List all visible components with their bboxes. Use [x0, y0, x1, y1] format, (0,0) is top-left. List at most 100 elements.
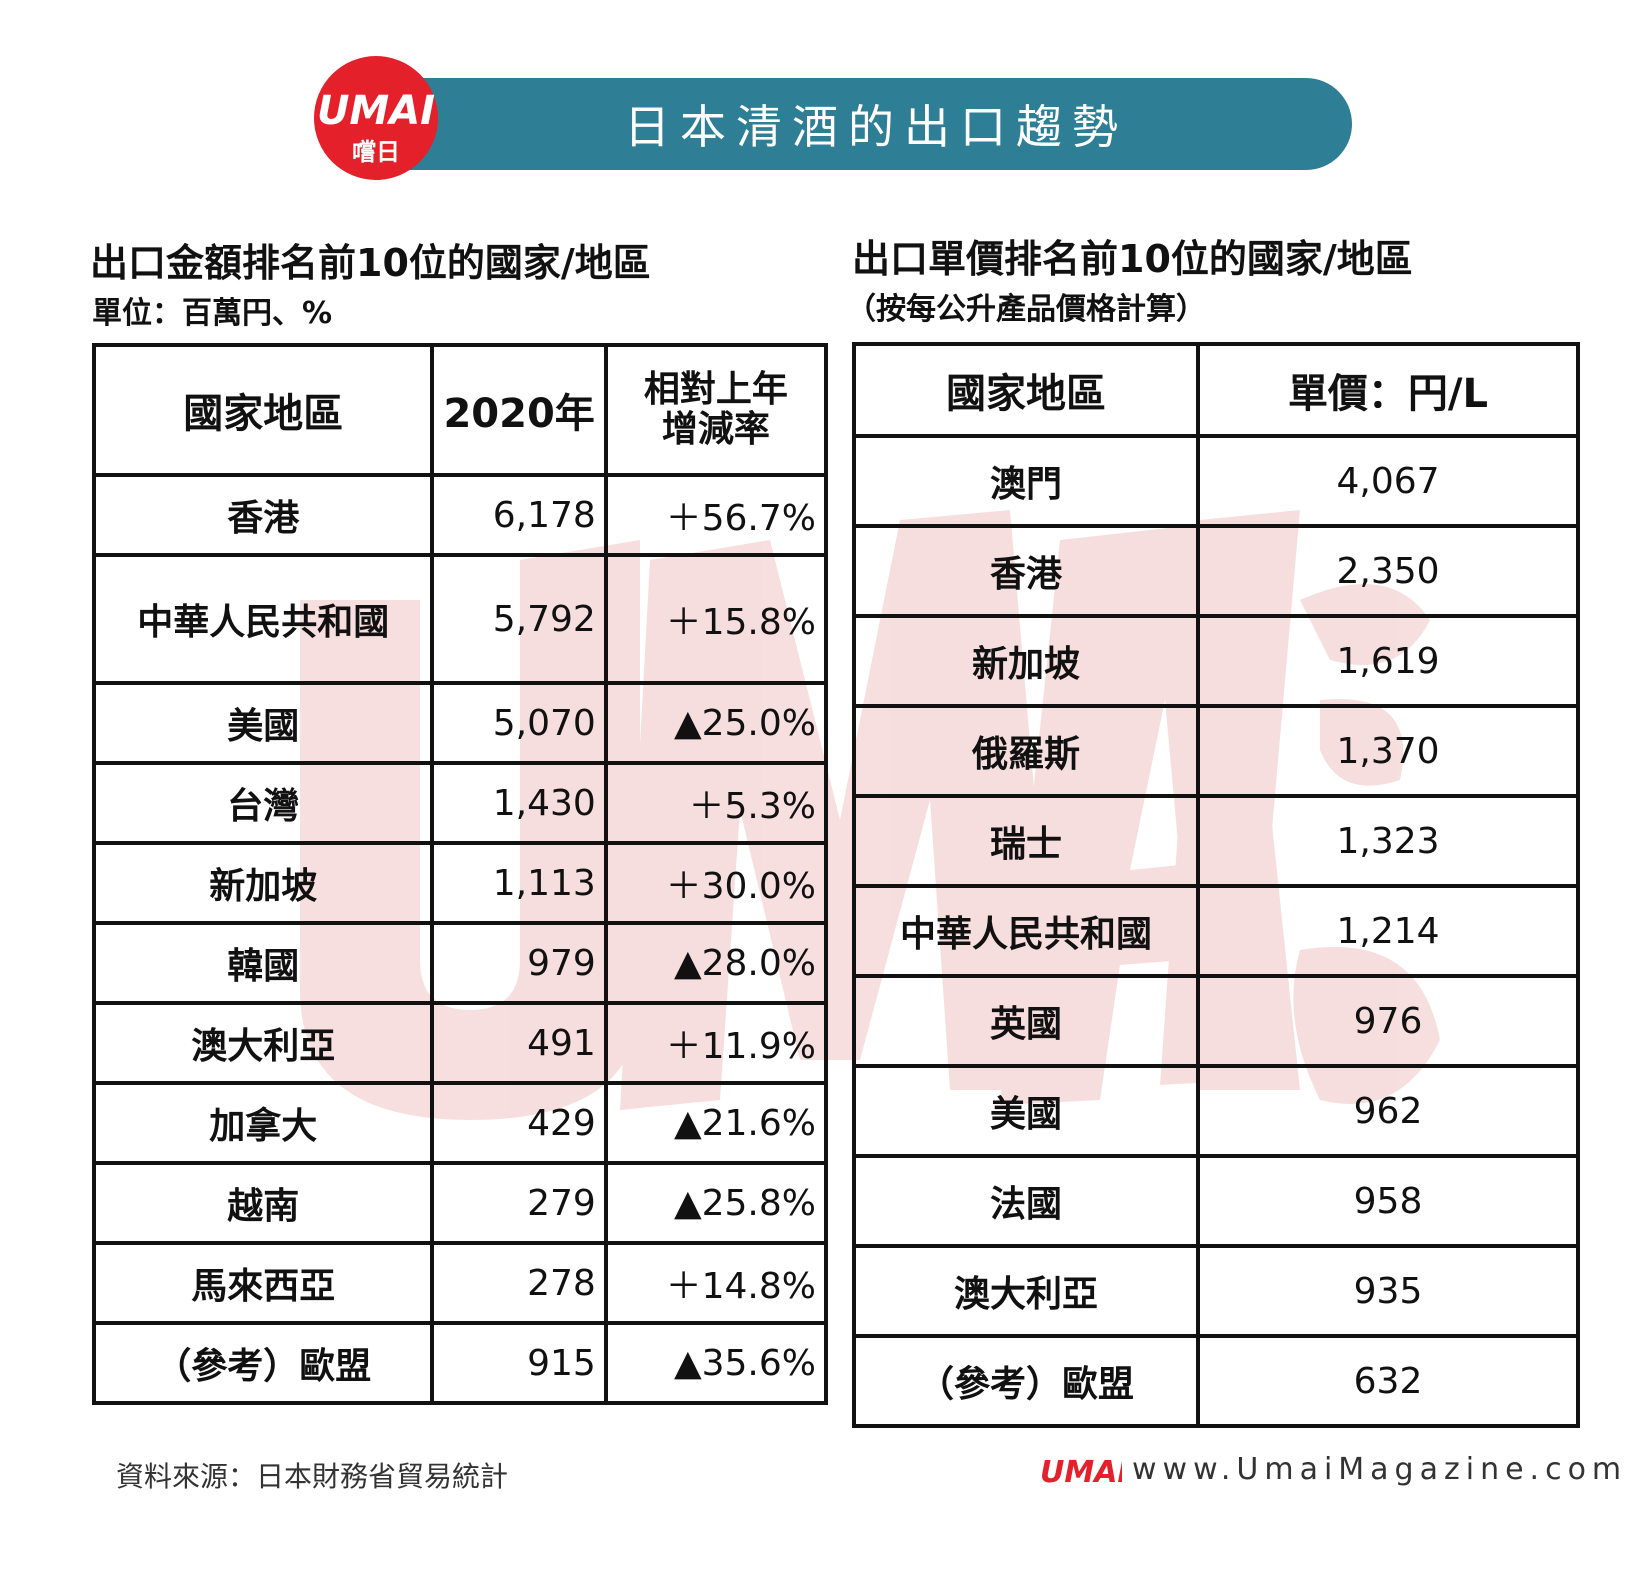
- banner-bar: [400, 78, 1352, 170]
- table-row: 香港 2,350: [852, 524, 1580, 618]
- row-price: 1,619: [1196, 614, 1580, 708]
- row-region: 俄羅斯: [852, 704, 1200, 798]
- row-region: 馬來西亞: [91, 1241, 435, 1325]
- umai-logo: UMAI 嚐日: [314, 56, 438, 180]
- row-price: 1,323: [1196, 794, 1580, 888]
- row-change: ＋14.8%: [603, 1241, 829, 1325]
- banner-title: 日本清酒的出口趨勢: [624, 100, 1128, 154]
- table-row: 新加坡 1,113 ＋30.0%: [91, 841, 829, 925]
- row-region: （參考）歐盟: [852, 1334, 1200, 1428]
- row-change: ▲28.0%: [603, 921, 829, 1005]
- row-value: 5,792: [430, 553, 608, 685]
- right-table-title: 出口單價排名前10位的國家/地區: [852, 237, 1413, 281]
- row-value: 5,070: [430, 681, 608, 765]
- table-row: 法國 958: [852, 1154, 1580, 1248]
- row-change: ▲25.0%: [603, 681, 829, 765]
- footer-logo-brand: UMAI: [1040, 1455, 1122, 1490]
- header-year: 2020年: [430, 343, 608, 477]
- logo-sub: 嚐日: [352, 138, 400, 166]
- table-row: 澳門 4,067: [852, 434, 1580, 528]
- row-region: 澳大利亞: [852, 1244, 1200, 1338]
- row-region: 加拿大: [91, 1081, 435, 1165]
- table-row: 澳大利亞 935: [852, 1244, 1580, 1338]
- row-change: ＋11.9%: [603, 1001, 829, 1085]
- header-change: 相對上年 增減率: [603, 343, 829, 477]
- header-change-line2: 增減率: [661, 409, 770, 450]
- row-region: 新加坡: [91, 841, 435, 925]
- row-price: 2,350: [1196, 524, 1580, 618]
- export-value-table: 國家地區 2020年 相對上年 增減率 香港 6,178 ＋56.7% 中華人民共和…: [91, 343, 829, 1405]
- table-row: 英國 976: [852, 974, 1580, 1068]
- row-change: ＋5.3%: [603, 761, 829, 845]
- left-table-title: 出口金額排名前10位的國家/地區: [90, 241, 651, 285]
- row-price: 958: [1196, 1154, 1580, 1248]
- row-region: 香港: [852, 524, 1200, 618]
- table-row: 美國 5,070 ▲25.0%: [91, 681, 829, 765]
- table-row: 中華人民共和國 5,792 ＋15.8%: [91, 553, 829, 685]
- footer-umai-logo: UMAI: [1040, 1455, 1122, 1490]
- row-price: 632: [1196, 1334, 1580, 1428]
- row-price: 1,370: [1196, 704, 1580, 798]
- row-change: ＋15.8%: [603, 553, 829, 685]
- right-table-subtitle: （按每公升產品價格計算）: [846, 292, 1206, 327]
- row-value: 1,113: [430, 841, 608, 925]
- table-row: 澳大利亞 491 ＋11.9%: [91, 1001, 829, 1085]
- table-row: 加拿大 429 ▲21.6%: [91, 1081, 829, 1165]
- row-value: 6,178: [430, 473, 608, 557]
- row-value: 278: [430, 1241, 608, 1325]
- row-region: 英國: [852, 974, 1200, 1068]
- table-row: 中華人民共和國 1,214: [852, 884, 1580, 978]
- table-header-row: 國家地區 2020年 相對上年 增減率: [91, 343, 829, 477]
- left-table-subtitle: 單位：百萬円、%: [92, 296, 333, 331]
- row-value: 1,430: [430, 761, 608, 845]
- website-link[interactable]: www.UmaiMagazine.com: [1132, 1452, 1628, 1487]
- row-price: 962: [1196, 1064, 1580, 1158]
- data-source: 資料來源：日本財務省貿易統計: [116, 1460, 509, 1493]
- table-row: 韓國 979 ▲28.0%: [91, 921, 829, 1005]
- table-row: 越南 279 ▲25.8%: [91, 1161, 829, 1245]
- row-change: ＋56.7%: [603, 473, 829, 557]
- row-price: 4,067: [1196, 434, 1580, 528]
- table-row: 馬來西亞 278 ＋14.8%: [91, 1241, 829, 1325]
- row-region: 台灣: [91, 761, 435, 845]
- table-row: 俄羅斯 1,370: [852, 704, 1580, 798]
- header-region: 國家地區: [852, 342, 1200, 438]
- row-value: 915: [430, 1321, 608, 1405]
- row-change: ▲35.6%: [603, 1321, 829, 1405]
- row-region: 越南: [91, 1161, 435, 1245]
- row-price: 935: [1196, 1244, 1580, 1338]
- row-region: 美國: [852, 1064, 1200, 1158]
- row-change: ▲25.8%: [603, 1161, 829, 1245]
- row-region: 澳門: [852, 434, 1200, 528]
- table-row: 香港 6,178 ＋56.7%: [91, 473, 829, 557]
- row-region: 美國: [91, 681, 435, 765]
- table-row: 新加坡 1,619: [852, 614, 1580, 708]
- row-region: 新加坡: [852, 614, 1200, 708]
- row-value: 979: [430, 921, 608, 1005]
- header-price: 單價：円/L: [1196, 342, 1580, 438]
- row-price: 976: [1196, 974, 1580, 1068]
- table-row: （參考）歐盟 915 ▲35.6%: [91, 1321, 829, 1405]
- unit-price-table: 國家地區 單價：円/L 澳門 4,067 香港 2,350 新加坡 1,619 俄羅斯…: [852, 342, 1580, 1428]
- row-value: 279: [430, 1161, 608, 1245]
- row-region: 中華人民共和國: [91, 553, 435, 685]
- row-region: 香港: [91, 473, 435, 557]
- table-row: 瑞士 1,323: [852, 794, 1580, 888]
- row-region: 法國: [852, 1154, 1200, 1248]
- table-row: 美國 962: [852, 1064, 1580, 1158]
- row-region: 韓國: [91, 921, 435, 1005]
- row-region: 澳大利亞: [91, 1001, 435, 1085]
- logo-brand: UMAI: [317, 88, 435, 134]
- row-region: 中華人民共和國: [852, 884, 1200, 978]
- row-value: 491: [430, 1001, 608, 1085]
- row-change: ＋30.0%: [603, 841, 829, 925]
- row-value: 429: [430, 1081, 608, 1165]
- table-header-row: 國家地區 單價：円/L: [852, 342, 1580, 438]
- row-region: 瑞士: [852, 794, 1200, 888]
- row-price: 1,214: [1196, 884, 1580, 978]
- row-region: （參考）歐盟: [91, 1321, 435, 1405]
- table-row: （參考）歐盟 632: [852, 1334, 1580, 1428]
- header-region: 國家地區: [91, 343, 435, 477]
- table-row: 台灣 1,430 ＋5.3%: [91, 761, 829, 845]
- row-change: ▲21.6%: [603, 1081, 829, 1165]
